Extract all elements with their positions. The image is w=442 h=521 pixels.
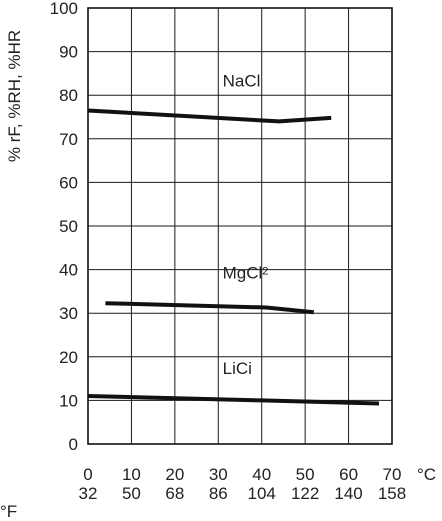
series-line-mgcl2	[105, 301, 315, 315]
x-tick-label-fahrenheit: 104	[248, 484, 276, 503]
x-tick-label-celsius: 50	[296, 465, 315, 484]
x-tick-label-fahrenheit: 158	[378, 484, 406, 503]
x-tick-label-fahrenheit: 140	[334, 484, 362, 503]
x-unit-label-fahrenheit: °F	[0, 502, 17, 521]
x-tick-label-fahrenheit: 68	[165, 484, 184, 503]
series-labels: NaCl MgCl2 LiCi	[223, 71, 269, 378]
y-tick-label: 90	[59, 43, 78, 62]
y-tick-label: 0	[69, 435, 78, 454]
y-tick-label: 70	[59, 130, 78, 149]
series-label-lici: LiCi	[223, 359, 252, 378]
x-tick-label-celsius: 30	[209, 465, 228, 484]
x-tick-labels-celsius: 0 10 20 30 40 50 60 70	[83, 465, 401, 484]
x-tick-label-celsius: 10	[122, 465, 141, 484]
y-tick-label: 80	[59, 86, 78, 105]
x-unit-label-celsius: °C	[417, 465, 436, 484]
y-tick-labels: 0 10 20 30 40 50 60 70 80 90 100	[50, 0, 78, 454]
series-line-lici	[87, 394, 380, 406]
y-tick-label: 50	[59, 217, 78, 236]
series-label-nacl: NaCl	[223, 71, 261, 90]
y-tick-label: 100	[50, 0, 78, 18]
y-tick-label: 30	[59, 304, 78, 323]
y-tick-label: 60	[59, 173, 78, 192]
y-tick-label: 10	[59, 391, 78, 410]
y-tick-label: 20	[59, 348, 78, 367]
x-tick-label-fahrenheit: 86	[209, 484, 228, 503]
series-lines	[87, 108, 380, 406]
x-tick-label-celsius: 0	[83, 465, 92, 484]
x-tick-label-celsius: 70	[383, 465, 402, 484]
y-tick-label: 40	[59, 261, 78, 280]
series-line-nacl	[87, 108, 332, 124]
x-tick-label-celsius: 40	[252, 465, 271, 484]
x-tick-label-fahrenheit: 50	[122, 484, 141, 503]
y-axis-title: % rF, %RH, %HR	[5, 30, 24, 162]
series-label-mgcl2: MgCl2	[223, 263, 269, 282]
x-tick-label-celsius: 20	[165, 465, 184, 484]
series-label-subscript: 2	[262, 265, 268, 277]
x-tick-label-celsius: 60	[339, 465, 358, 484]
x-tick-label-fahrenheit: 32	[79, 484, 98, 503]
plot-frame	[87, 7, 393, 445]
x-tick-labels-fahrenheit: 32 50 68 86 104 122 140 158	[79, 484, 407, 503]
x-tick-label-fahrenheit: 122	[291, 484, 319, 503]
